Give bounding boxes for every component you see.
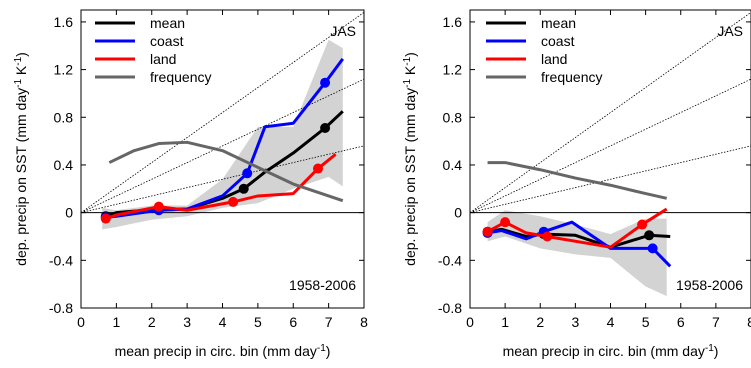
chart-panel-2: 0 1 2 3 4 5 6 7 8 -0.8 -0.4 0 0.4 0.8 1.2 1.6 mean preci… [402,9,751,359]
x-tick-label: 3 [183,314,191,330]
x-tick-label: 1 [112,314,120,330]
x-tick-label: 4 [219,314,227,330]
x-tick-label: 8 [747,314,751,330]
x-tick-label: 0 [466,314,474,330]
data-point-land [100,213,111,224]
data-point-mean [644,230,655,241]
period-label: 1958-2006 [289,277,356,293]
plot-area [470,12,751,297]
legend-label-mean: mean [541,15,576,31]
y-tick-label: 0 [65,205,73,221]
data-point-mean [238,183,249,194]
chart-panel-1: 0 1 2 3 4 5 6 7 8 -0.8 -0.4 0 0.4 0.8 1.2 1.6 mean preci… [13,9,368,359]
reference-line-1 [81,145,364,214]
x-tick-label: 6 [289,314,297,330]
data-point-land [500,217,511,228]
x-tick-label: 5 [642,314,650,330]
reference-line-3 [470,12,751,213]
plot-area [81,12,364,230]
x-axis-label: mean precip in circ. bin (mm day-1) [115,343,331,359]
panel-label: JAS [330,23,356,39]
x-tick-label: 2 [148,314,156,330]
reference-line-3 [81,12,364,213]
data-point-coast [242,168,253,179]
legend: mean coast land frequency [95,15,211,85]
x-tick-label: 7 [325,314,333,330]
y-tick-label: -0.4 [438,252,462,268]
y-tick-label: 0.4 [443,157,463,173]
y-tick-label: 1.2 [54,62,74,78]
y-axis-label: dep. precip on SST (mm day-1 K-1) [13,52,29,266]
y-tick-label: 0 [454,205,462,221]
x-tick-label: 0 [77,314,85,330]
panel-label: JAS [717,23,743,39]
legend-label-land: land [541,51,567,67]
spread-band [102,39,343,230]
data-point-land [228,196,239,207]
series-line-frequency [108,140,344,203]
legend-label-mean: mean [150,15,185,31]
data-point-coast [647,243,658,254]
legend-label-coast: coast [541,33,575,49]
spread-band [487,210,667,297]
reference-line-2 [81,78,364,214]
series-line-coast [105,57,344,219]
x-tick-label: 5 [254,314,262,330]
x-tick-label: 1 [501,314,509,330]
data-point-coast [320,77,331,88]
y-tick-label: -0.4 [49,252,73,268]
legend-label-land: land [150,51,176,67]
y-tick-label: -0.8 [438,300,462,316]
data-point-land [482,226,493,237]
legend-label-frequency: frequency [541,69,602,85]
y-tick-label: 1.6 [54,14,74,30]
y-tick-label: 1.2 [443,62,463,78]
data-point-land [637,219,648,230]
x-tick-label: 8 [360,314,368,330]
legend-label-coast: coast [150,33,184,49]
y-tick-label: 0.4 [54,157,74,173]
legend-label-frequency: frequency [150,69,211,85]
y-tick-label: 0.8 [54,109,74,125]
y-tick-label: 0.8 [443,109,463,125]
y-tick-label: 1.6 [443,14,463,30]
data-point-land [153,201,164,212]
data-point-mean [320,123,331,134]
x-tick-label: 4 [607,314,615,330]
x-tick-label: 7 [712,314,720,330]
data-point-land [542,231,553,242]
period-label: 1958-2006 [676,277,743,293]
x-axis-label: mean precip in circ. bin (mm day-1) [503,343,719,359]
y-axis-label: dep. precip on SST (mm day-1 K-1) [402,52,418,266]
reference-line-2 [470,78,751,214]
x-tick-label: 2 [536,314,544,330]
y-tick-label: -0.8 [49,300,73,316]
legend: mean coast land frequency [486,15,602,85]
data-point-land [313,163,324,174]
series-line-frequency [487,161,668,200]
reference-line-1 [470,145,751,214]
plot-frame [469,9,751,309]
x-tick-label: 6 [677,314,685,330]
x-tick-label: 3 [571,314,579,330]
